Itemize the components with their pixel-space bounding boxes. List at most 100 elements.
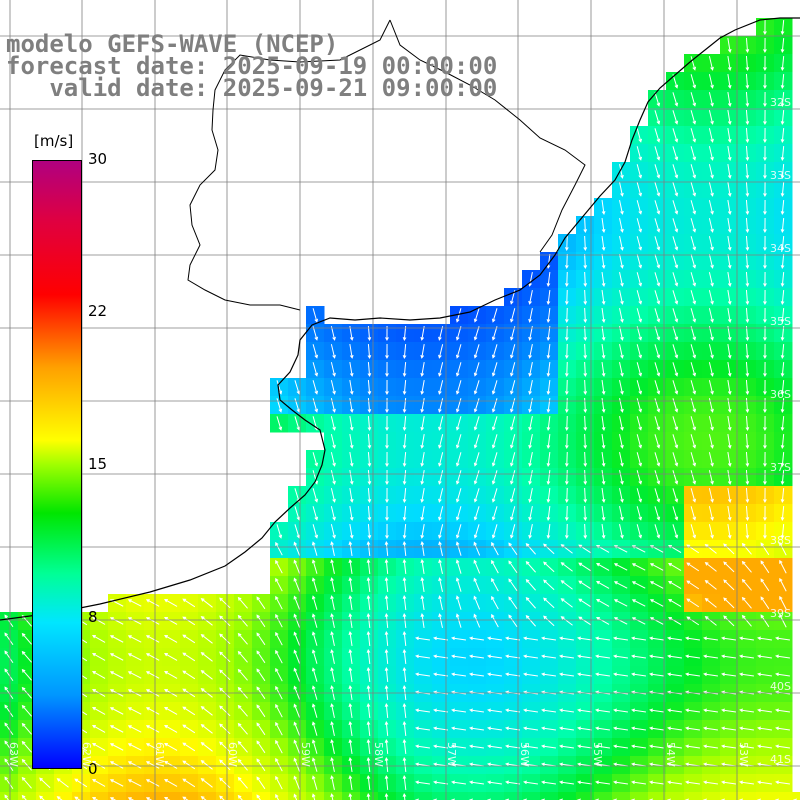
wind-arrow: [739, 636, 754, 641]
wind-arrow: [613, 563, 628, 571]
wind-arrow: [384, 792, 389, 800]
wind-arrow: [330, 703, 335, 718]
wind-arrow: [546, 271, 551, 287]
wind-arrow: [583, 253, 588, 270]
wind-arrow: [349, 452, 354, 467]
lat-label: 39S: [770, 607, 791, 620]
wind-arrow: [757, 636, 772, 641]
wind-arrow: [601, 361, 606, 377]
wind-arrow: [690, 380, 697, 395]
wind-arrow: [420, 613, 425, 628]
wind-cell: [72, 792, 91, 800]
wind-arrow: [583, 307, 588, 324]
wind-arrow: [275, 775, 283, 790]
wind-arrow: [601, 235, 606, 251]
wind-arrow: [601, 487, 606, 503]
wind-arrow: [741, 560, 752, 573]
inland-border: [389, 19, 586, 253]
wind-arrow: [780, 523, 785, 540]
wind-arrow: [672, 128, 679, 143]
wind-arrow: [384, 738, 389, 755]
wind-arrow: [491, 524, 498, 539]
wind-arrow: [541, 744, 556, 749]
wind-arrow: [528, 344, 533, 359]
wind-arrow: [384, 612, 389, 629]
wind-arrow: [541, 672, 556, 677]
wind-arrow: [275, 595, 283, 610]
wind-arrow: [451, 636, 466, 641]
wind-arrow: [275, 703, 283, 718]
wind-arrow: [654, 164, 661, 179]
wind-cell: [54, 792, 73, 800]
wind-arrow: [487, 780, 502, 785]
wind-arrow: [721, 672, 736, 677]
wind-arrow: [4, 722, 14, 736]
wind-arrow: [349, 506, 354, 521]
wind-arrow: [559, 726, 574, 731]
wind-arrow: [491, 416, 498, 431]
wind-arrow: [727, 110, 732, 125]
wind-arrow: [741, 542, 752, 555]
wind-arrow: [739, 744, 754, 749]
wind-arrow: [330, 344, 336, 359]
wind-arrow: [510, 344, 516, 359]
wind-arrow: [311, 667, 318, 682]
wind-arrow: [654, 524, 661, 539]
wind-arrow: [564, 451, 569, 468]
wind-arrow: [330, 416, 336, 431]
wind-arrow: [654, 146, 661, 161]
wind-cell: [612, 792, 631, 800]
wind-arrow: [583, 487, 588, 504]
wind-arrow: [366, 613, 371, 629]
wind-arrow: [672, 524, 679, 539]
wind-arrow: [4, 632, 14, 646]
wind-arrow: [491, 488, 498, 503]
wind-arrow: [56, 778, 69, 788]
wind-arrow: [775, 708, 790, 713]
wind-arrow: [727, 272, 732, 287]
wind-arrow: [510, 506, 516, 521]
wind-arrow: [145, 653, 160, 661]
wind-arrow: [596, 563, 610, 571]
wind-arrow: [127, 743, 142, 751]
wind-arrow: [619, 326, 624, 341]
wind-arrow: [293, 667, 301, 682]
wind-arrow: [491, 398, 498, 413]
wind-arrow: [438, 380, 444, 395]
wind-arrow: [780, 73, 785, 90]
wind-arrow: [237, 668, 248, 681]
wind-arrow: [367, 343, 372, 360]
wind-arrow: [510, 452, 516, 467]
wind-arrow: [631, 780, 646, 785]
wind-arrow: [577, 726, 592, 731]
wind-arrow: [384, 648, 389, 665]
wind-arrow: [420, 434, 425, 449]
wind-arrow: [745, 379, 750, 396]
wind-arrow: [708, 56, 714, 71]
wind-arrow: [543, 615, 555, 627]
wind-arrow: [510, 434, 516, 449]
wind-arrow: [654, 398, 661, 413]
wind-arrow: [525, 614, 536, 627]
wind-arrow: [402, 613, 407, 629]
wind-arrow: [727, 128, 732, 143]
wind-arrow: [690, 506, 697, 521]
wind-cell: [450, 792, 469, 800]
wind-arrow: [385, 523, 389, 540]
wind-arrow: [577, 744, 592, 749]
wind-arrow: [330, 362, 336, 377]
wind-arrow: [455, 595, 462, 610]
wind-arrow: [780, 487, 785, 504]
wind-arrow: [92, 743, 106, 751]
wind-arrow: [525, 578, 536, 591]
wind-arrow: [349, 470, 354, 485]
wind-arrow: [4, 794, 9, 800]
wind-arrow: [523, 636, 538, 641]
wind-arrow: [528, 308, 533, 323]
wind-arrow: [723, 579, 735, 591]
wind-arrow: [763, 163, 767, 180]
wind-cell: [576, 792, 595, 800]
wind-arrow: [455, 613, 462, 628]
wind-arrow: [631, 617, 646, 625]
